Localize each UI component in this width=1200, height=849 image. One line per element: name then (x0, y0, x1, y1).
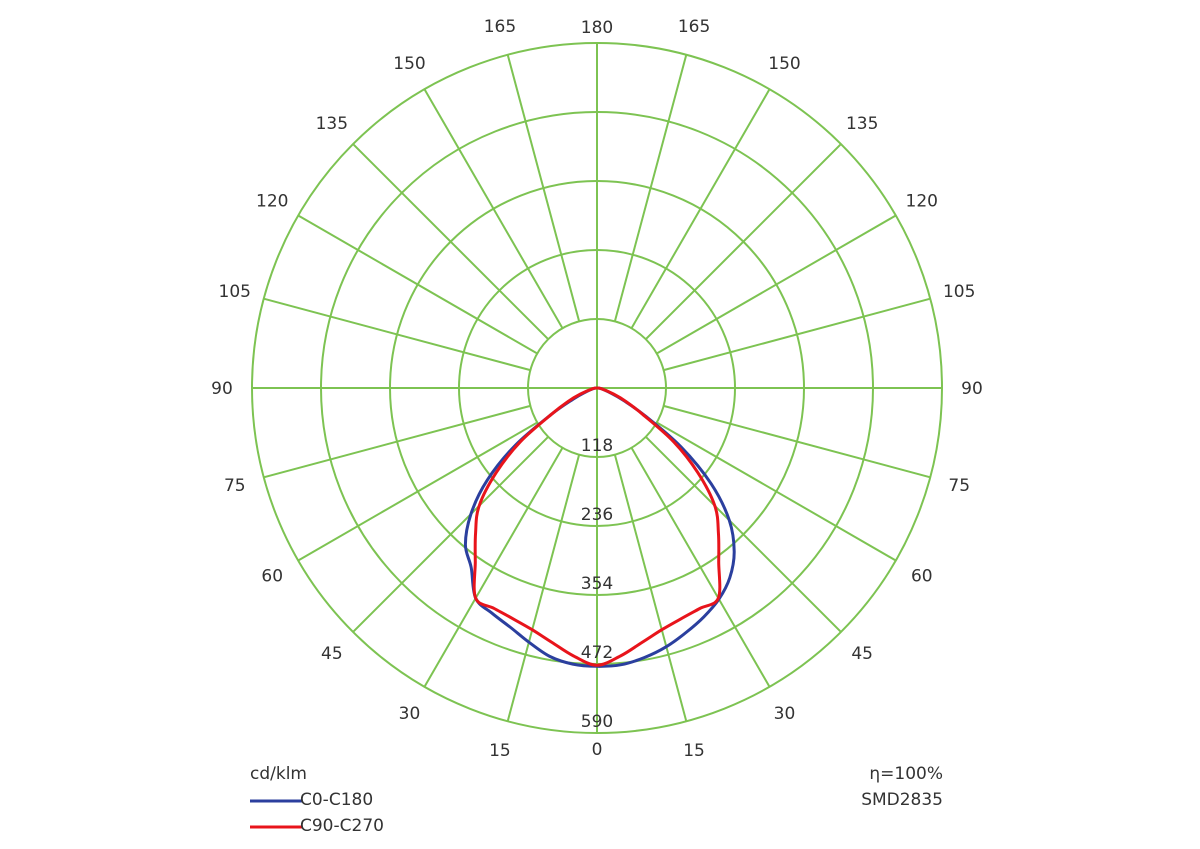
angle-tick-label: 120 (906, 192, 938, 212)
grid-spoke (613, 54, 688, 322)
radial-tick-label: 354 (581, 574, 613, 594)
angle-tick-label: 90 (961, 379, 983, 399)
curves (463, 386, 736, 668)
angle-tick-label: 60 (911, 567, 933, 587)
efficiency-annotation: η=100% (869, 764, 943, 784)
source-annotation: SMD2835 (861, 790, 943, 810)
angle-tick-label: 105 (943, 282, 975, 302)
radial-tick-labels: 118 236 354 472 590 (581, 436, 613, 732)
grid-spoke (645, 436, 842, 633)
curve-c90-c270 (472, 386, 722, 667)
angle-tick-label: 15 (683, 741, 705, 761)
angle-tick-label: 15 (489, 741, 511, 761)
grid-spoke (423, 88, 564, 329)
angle-tick-label: 90 (211, 379, 233, 399)
radial-tick-label: 236 (581, 505, 613, 525)
grid-spoke (263, 404, 531, 479)
legend-label-c90-c270: C90-C270 (300, 816, 384, 836)
angle-tick-labels: 0 15 15 30 30 45 45 60 60 75 75 90 90 105 105 120 120 135… (211, 17, 983, 761)
angle-tick-label: 75 (948, 476, 970, 496)
angle-tick-label: 165 (678, 17, 710, 37)
angle-tick-label: 165 (484, 17, 516, 37)
angle-tick-label: 105 (219, 282, 251, 302)
angle-tick-label: 135 (846, 114, 878, 134)
grid-spoke (352, 436, 549, 633)
grid-spoke (506, 54, 581, 322)
angle-tick-label: 135 (316, 114, 348, 134)
grid-spoke (656, 214, 897, 355)
angle-tick-label: 45 (851, 644, 873, 664)
grid-spoke (613, 454, 688, 722)
grid-spoke (630, 447, 771, 688)
grid-spoke (630, 88, 771, 329)
angle-tick-label: 0 (592, 740, 603, 760)
angle-tick-label: 120 (256, 192, 288, 212)
grid-spoke (297, 214, 538, 355)
grid-spoke (297, 421, 538, 562)
legend-label-c0-c180: C0-C180 (300, 790, 374, 810)
curve-c0-c180 (463, 386, 736, 668)
grid-spoke (656, 421, 897, 562)
legend-lines (250, 799, 302, 829)
angle-tick-label: 45 (321, 644, 343, 664)
angle-tick-label: 30 (774, 704, 796, 724)
angle-tick-label: 30 (399, 704, 421, 724)
grid-spoke (645, 143, 842, 340)
angle-tick-label: 60 (261, 567, 283, 587)
grid-spoke (663, 404, 931, 479)
grid-spoke (506, 454, 581, 722)
angle-tick-label: 180 (581, 18, 613, 38)
radial-tick-label: 590 (581, 712, 613, 732)
grid-spoke (352, 143, 549, 340)
unit-label: cd/klm (250, 764, 307, 784)
radial-tick-label: 118 (581, 436, 613, 456)
radial-tick-label: 472 (581, 643, 613, 663)
grid-spoke (663, 297, 931, 372)
grid-spoke (423, 447, 564, 688)
angle-tick-label: 75 (224, 476, 246, 496)
angle-tick-label: 150 (393, 54, 425, 74)
angle-tick-label: 150 (768, 54, 800, 74)
grid-spoke (263, 297, 531, 372)
